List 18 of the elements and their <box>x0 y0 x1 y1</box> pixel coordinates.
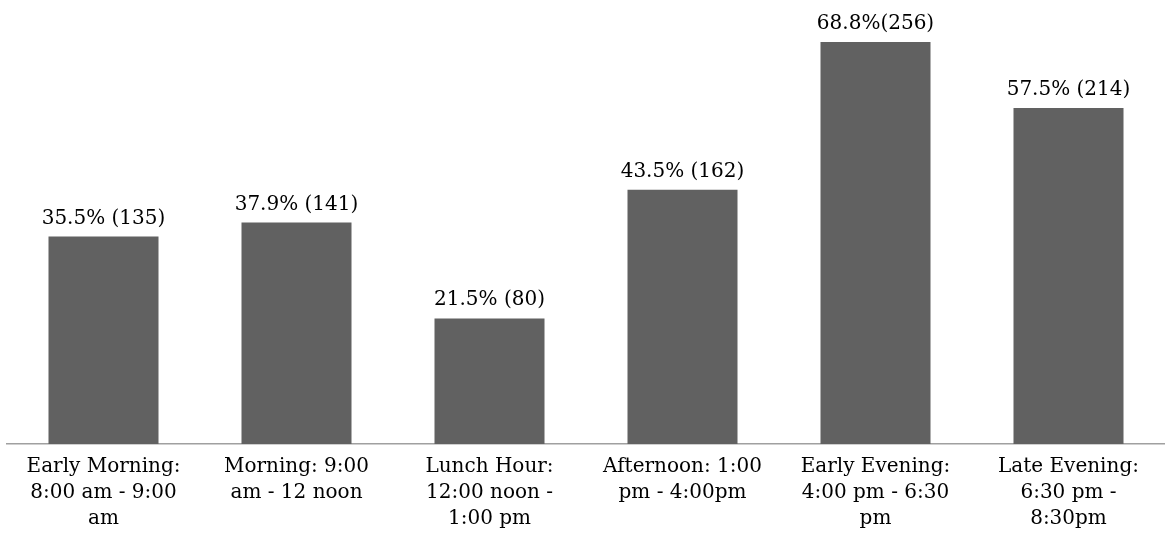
bar <box>241 222 352 444</box>
bar <box>820 42 931 444</box>
x-tick-label: Late Evening: 6:30 pm - 8:30pm <box>998 453 1139 530</box>
data-label: 37.9% (141) <box>234 190 359 215</box>
x-tick-label: Morning: 9:00 am - 12 noon <box>223 453 370 504</box>
data-label: 35.5% (135) <box>41 204 166 229</box>
bar <box>48 236 159 444</box>
data-label: 68.8%(256) <box>816 10 935 35</box>
x-tick-label: Lunch Hour: 12:00 noon - 1:00 pm <box>425 453 554 530</box>
data-label: 43.5% (162) <box>620 157 745 182</box>
bar <box>627 189 738 444</box>
data-label: 57.5% (214) <box>1006 76 1131 101</box>
x-tick-label: Early Evening: 4:00 pm - 6:30 pm <box>800 453 951 530</box>
data-label: 21.5% (80) <box>434 286 545 311</box>
bar <box>434 318 545 444</box>
bar <box>1013 108 1124 444</box>
x-tick-label: Early Morning: 8:00 am - 9:00 am <box>26 453 181 530</box>
x-tick-label: Afternoon: 1:00 pm - 4:00pm <box>602 453 762 504</box>
